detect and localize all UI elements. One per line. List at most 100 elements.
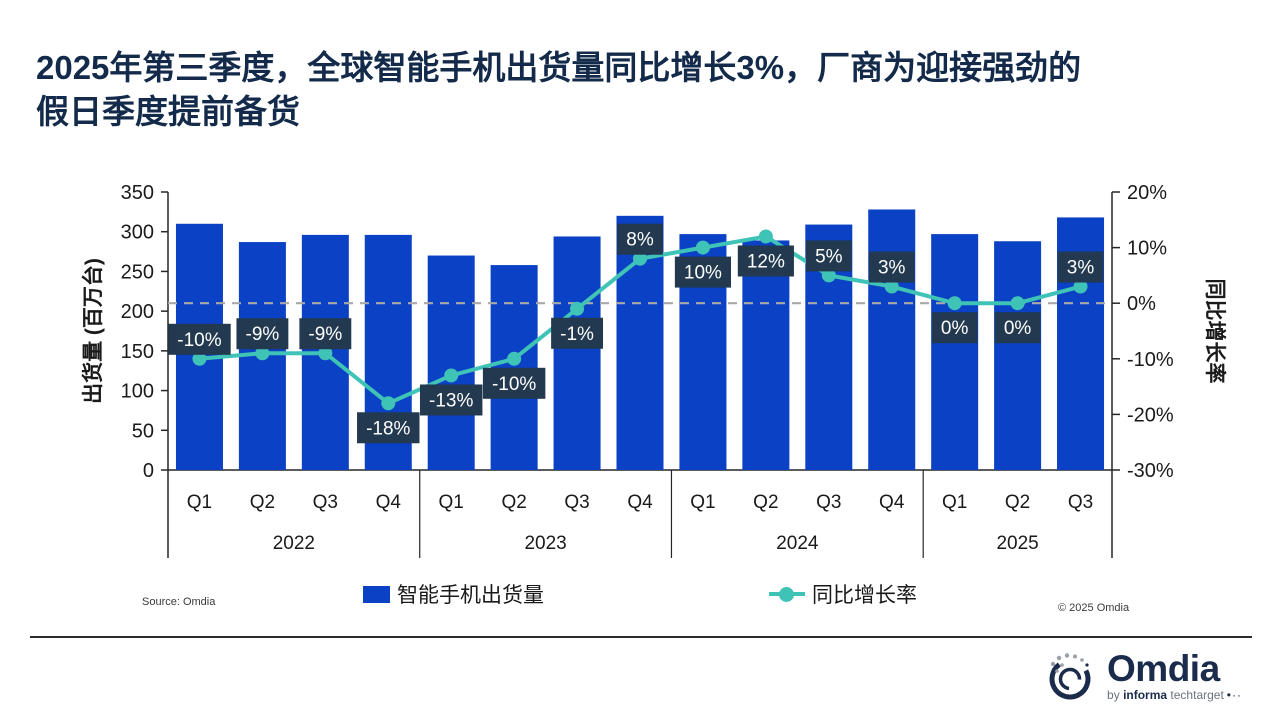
line-marker (444, 368, 459, 383)
data-label-box (674, 256, 732, 288)
line-marker (947, 296, 962, 311)
legend-label-shipments: 智能手机出货量 (397, 584, 544, 607)
bar (553, 236, 601, 470)
line-marker (255, 346, 270, 361)
omdia-logo: Omdia by informa techtarget •·· (1043, 648, 1242, 703)
data-label-box (994, 312, 1041, 344)
legend-item-growth: 同比增长率 (769, 579, 917, 609)
data-label-box (551, 317, 604, 349)
data-label-box (482, 367, 546, 399)
tagline-by: by (1107, 687, 1120, 702)
copyright-note: © 2025 Omdia (1058, 602, 1130, 614)
right-axis-tick-label: -30% (1127, 460, 1174, 482)
line-marker (318, 346, 333, 361)
legend: 智能手机出货量 同比增长率 (0, 579, 1280, 609)
left-axis-tick-label: 200 (121, 301, 154, 323)
left-axis-tick-label: 50 (132, 420, 154, 442)
year-label: 2023 (524, 533, 566, 554)
data-label-box (617, 223, 663, 255)
data-label-text: 5% (815, 246, 843, 267)
line-marker (507, 351, 522, 366)
line-marker (758, 229, 773, 244)
quarter-label: Q2 (753, 492, 778, 513)
left-axis-tick-label: 100 (121, 381, 154, 403)
line-swatch-icon (769, 586, 805, 602)
tagline-dots: •·· (1226, 687, 1242, 702)
right-axis-tick-label: 20% (1127, 182, 1167, 204)
chart: 350 300 250 200 150 100 50 0 20% 10% 0% -10% -20% -30… (81, 182, 1227, 558)
omdia-logo-icon (1049, 653, 1091, 700)
bar (931, 234, 979, 470)
page-title-line2: 假日季度提前备货 (36, 93, 300, 131)
line-marker (695, 240, 710, 255)
data-label-box (168, 323, 231, 355)
line-marker (381, 396, 396, 411)
data-label-text: 8% (626, 230, 654, 251)
quarter-label: Q2 (250, 492, 275, 513)
left-axis-tick-label: 350 (121, 182, 154, 204)
data-label-box (236, 318, 289, 350)
right-axis-tick-label: 0% (1127, 293, 1156, 315)
omdia-tagline: by informa techtarget •·· (1107, 688, 1242, 702)
data-label-text: 12% (747, 251, 785, 272)
quarter-label: Q3 (564, 492, 589, 513)
data-label-box (931, 312, 978, 344)
quarter-label: Q3 (313, 492, 338, 513)
line-marker (884, 279, 899, 294)
line-marker (1073, 279, 1088, 294)
data-label-text: 0% (1004, 318, 1032, 339)
page-title-line1: 2025年第三季度，全球智能手机出货量同比增长3%，厂商为迎接强劲的 (36, 49, 1082, 86)
bar (742, 240, 790, 470)
bar (868, 209, 916, 470)
data-label-box (868, 251, 915, 283)
right-axis-tick-label: -20% (1127, 404, 1174, 426)
data-label-box (806, 240, 852, 272)
quarter-label: Q1 (187, 492, 212, 513)
quarter-label: Q4 (627, 492, 653, 513)
data-label-text: -10% (177, 330, 221, 351)
bar (427, 255, 475, 470)
data-label-box (1057, 251, 1104, 283)
data-label-text: -13% (429, 390, 473, 411)
data-label-text: 0% (941, 318, 969, 339)
bar (994, 241, 1042, 470)
data-label-box (357, 412, 420, 444)
data-label-box (299, 318, 352, 350)
footer-divider (30, 636, 1252, 638)
year-label: 2025 (996, 533, 1038, 554)
bar (490, 265, 538, 470)
right-axis-title: 同比增长率 (1203, 279, 1227, 384)
quarter-label: Q1 (690, 492, 715, 513)
right-axis-tick-label: 10% (1127, 238, 1167, 260)
quarter-label: Q1 (942, 492, 967, 513)
left-axis-tick-label: 250 (121, 261, 154, 283)
year-label: 2024 (776, 533, 819, 554)
left-axis-tick-label: 150 (121, 341, 154, 363)
year-label: 2022 (273, 533, 315, 554)
source-note: Source: Omdia (142, 596, 216, 608)
line-marker (821, 268, 836, 283)
quarter-label: Q4 (879, 492, 905, 513)
quarter-label: Q2 (1005, 492, 1030, 513)
data-label-text: -1% (560, 324, 594, 345)
quarter-label: Q2 (501, 492, 526, 513)
bar-swatch-icon (363, 585, 390, 603)
line-marker (633, 251, 647, 266)
data-label-text: -9% (308, 324, 342, 345)
line-marker (1010, 296, 1025, 311)
right-axis-tick-label: -10% (1127, 349, 1174, 371)
line-marker (192, 351, 207, 366)
tagline-techtarget: techtarget (1170, 687, 1224, 702)
quarter-label: Q3 (816, 492, 841, 513)
data-label-box (419, 384, 483, 416)
data-label-text: -18% (366, 418, 410, 439)
data-label-text: 3% (878, 258, 906, 279)
data-label-text: 10% (684, 263, 722, 284)
data-label-text: 3% (1067, 258, 1095, 279)
left-axis-title: 出货量 (百万台) (81, 258, 105, 404)
line-marker (570, 301, 585, 316)
legend-item-shipments: 智能手机出货量 (363, 579, 544, 609)
data-label-box (737, 245, 794, 277)
omdia-logo-text: Omdia by informa techtarget •·· (1107, 650, 1242, 702)
